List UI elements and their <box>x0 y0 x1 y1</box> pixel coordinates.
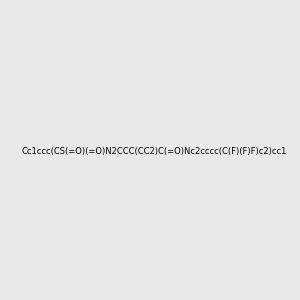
Text: Cc1ccc(CS(=O)(=O)N2CCC(CC2)C(=O)Nc2cccc(C(F)(F)F)c2)cc1: Cc1ccc(CS(=O)(=O)N2CCC(CC2)C(=O)Nc2cccc(… <box>21 147 286 156</box>
